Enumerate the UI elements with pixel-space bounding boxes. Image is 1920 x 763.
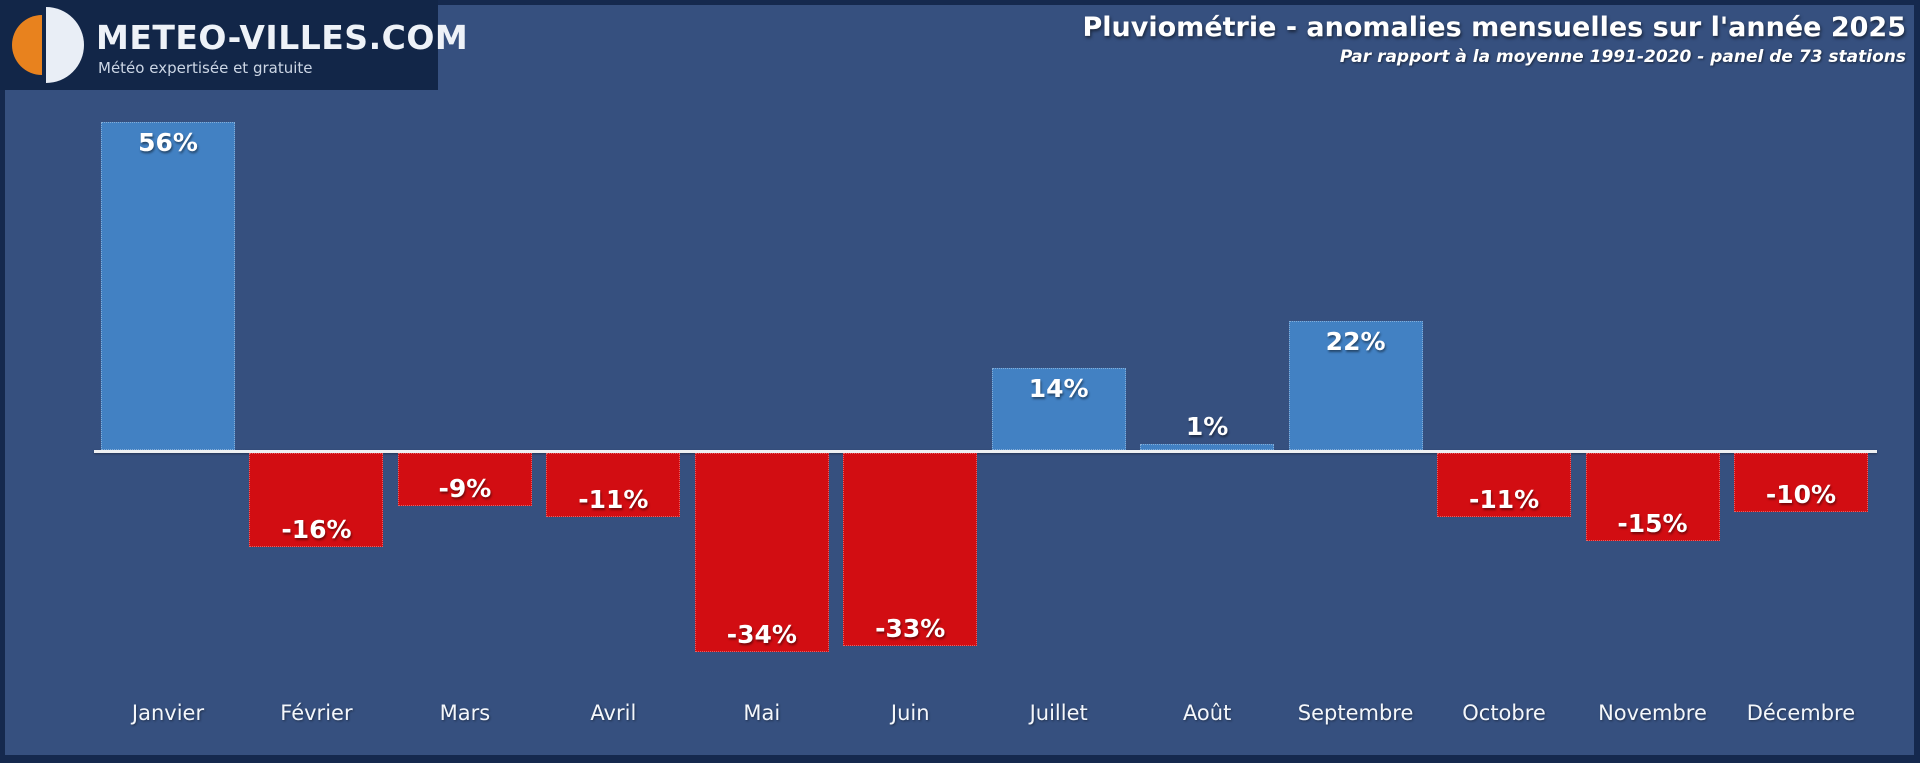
bar-value-label: -10% xyxy=(1765,479,1837,509)
bar-value-label: -11% xyxy=(578,485,649,515)
bar-value-label: -33% xyxy=(875,614,946,644)
bar-juillet xyxy=(991,368,1126,450)
month-label-decembre: Décembre xyxy=(1746,701,1856,725)
chart-title: Pluviométrie - anomalies mensuelles sur … xyxy=(1082,12,1906,43)
bar-septembre xyxy=(1288,321,1423,450)
logo-brand: METEO-VILLES.COM xyxy=(96,18,469,57)
month-label-juillet: Juillet xyxy=(1029,701,1088,725)
month-label-juin: Juin xyxy=(890,701,930,725)
month-label-septembre: Septembre xyxy=(1297,701,1414,725)
month-label-janvier: Janvier xyxy=(131,701,205,725)
bar-juin xyxy=(843,453,978,647)
month-label-avril: Avril xyxy=(590,701,637,725)
month-label-aout: Août xyxy=(1182,701,1232,725)
bar-mars xyxy=(397,453,532,506)
month-label-fevrier: Février xyxy=(280,701,353,725)
bar-value-label: -9% xyxy=(438,473,492,503)
bar-octobre xyxy=(1437,453,1572,518)
bar-janvier xyxy=(101,122,235,450)
logo-panel: METEO-VILLES.COM Météo expertisée et gra… xyxy=(0,0,468,90)
chart-subtitle: Par rapport à la moyenne 1991-2020 - pan… xyxy=(1339,47,1906,67)
logo-right-half xyxy=(46,7,84,83)
header-titles: Pluviométrie - anomalies mensuelles sur … xyxy=(1083,12,1906,67)
bar-decembre xyxy=(1733,453,1868,512)
month-label-novembre: Novembre xyxy=(1598,701,1707,725)
logo-left-half xyxy=(12,15,42,75)
bar-value-label: -15% xyxy=(1617,508,1688,538)
bar-value-label: 22% xyxy=(1325,327,1386,357)
bar-value-label: 1% xyxy=(1185,412,1229,442)
logo-tagline: Météo expertisée et gratuite xyxy=(98,59,313,77)
x-axis-line xyxy=(94,450,1877,453)
bar-value-label: -11% xyxy=(1468,485,1540,515)
month-label-mai: Mai xyxy=(743,701,781,725)
month-label-mars: Mars xyxy=(439,701,491,725)
bar-avril xyxy=(546,453,681,518)
bar-value-label: -34% xyxy=(726,619,797,649)
bar-novembre xyxy=(1585,453,1720,541)
bar-value-label: 56% xyxy=(138,128,198,158)
bar-value-label: 14% xyxy=(1028,374,1089,404)
bar-mai xyxy=(694,453,829,652)
bar-value-label: -16% xyxy=(281,514,352,544)
bar-fevrier xyxy=(249,453,384,547)
month-label-octobre: Octobre xyxy=(1462,701,1546,725)
bar-aout xyxy=(1140,444,1275,450)
meteo-villes-logo-icon xyxy=(12,5,94,85)
